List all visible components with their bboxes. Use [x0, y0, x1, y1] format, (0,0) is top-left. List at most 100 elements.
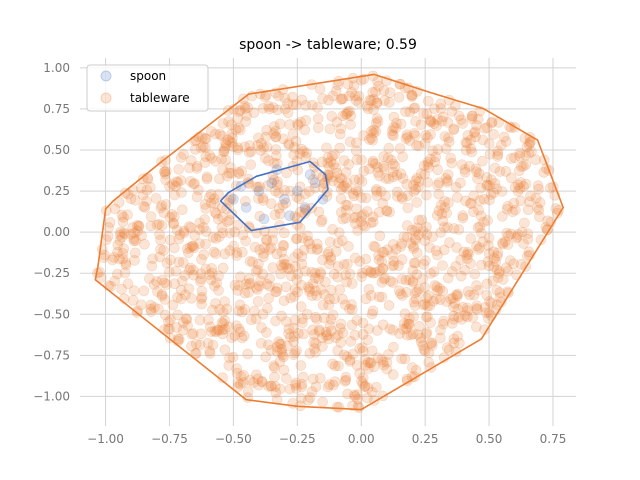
tableware-point — [327, 358, 338, 370]
tableware-point — [248, 377, 259, 388]
tableware-point — [439, 244, 450, 256]
tableware-point — [424, 242, 436, 253]
tableware-point — [432, 114, 443, 125]
tableware-point — [368, 124, 380, 136]
tableware-point — [378, 273, 390, 285]
tableware-point — [125, 228, 137, 240]
tableware-point — [413, 320, 425, 332]
tableware-point — [156, 200, 168, 211]
tableware-point — [133, 220, 145, 232]
tableware-point — [334, 128, 346, 140]
tableware-point — [500, 136, 512, 147]
tableware-point — [306, 267, 317, 278]
tableware-point — [422, 132, 433, 143]
tableware-point — [184, 162, 195, 174]
tableware-point — [344, 105, 356, 117]
tableware-point — [331, 116, 343, 128]
tableware-point — [327, 175, 338, 187]
tableware-point — [369, 241, 381, 253]
tableware-point — [271, 248, 283, 260]
tableware-point — [196, 293, 207, 305]
tableware-point — [235, 371, 247, 382]
tableware-point — [353, 174, 365, 185]
tableware-point — [349, 391, 361, 402]
tableware-point — [195, 268, 207, 280]
tableware-point — [120, 259, 132, 271]
tableware-point — [325, 251, 336, 263]
tableware-point — [404, 274, 415, 286]
tableware-point — [326, 111, 338, 122]
tableware-point — [348, 212, 359, 224]
tableware-point — [497, 237, 508, 249]
tableware-point — [402, 190, 414, 201]
tableware-point — [383, 300, 395, 311]
tableware-point — [309, 267, 321, 279]
tableware-point — [523, 139, 535, 150]
tableware-point — [265, 198, 277, 210]
tableware-point — [187, 328, 199, 339]
tableware-point — [196, 285, 208, 297]
tableware-point — [195, 328, 207, 340]
tableware-point — [184, 264, 195, 276]
tableware-point — [238, 370, 249, 381]
tableware-point — [243, 221, 255, 232]
tableware-point — [252, 182, 264, 193]
tableware-point — [260, 131, 272, 143]
tableware-point — [344, 354, 356, 366]
tableware-point — [376, 277, 388, 288]
tableware-point — [407, 265, 419, 276]
tableware-point — [322, 249, 334, 260]
tableware-point — [274, 383, 286, 395]
tableware-point — [431, 293, 442, 305]
tableware-point — [340, 299, 351, 311]
tableware-point — [285, 331, 296, 343]
tableware-point — [200, 226, 212, 237]
tableware-point — [210, 128, 221, 140]
tableware-point — [425, 116, 437, 127]
tableware-point — [327, 309, 339, 321]
tableware-point — [441, 342, 453, 353]
tableware-point — [269, 209, 281, 221]
tableware-point — [330, 246, 342, 257]
x-tick-label: 0.00 — [348, 432, 375, 446]
tableware-point — [391, 170, 403, 181]
tableware-point — [163, 316, 174, 328]
tableware-point — [153, 303, 164, 315]
tableware-point — [377, 198, 389, 209]
tableware-point — [270, 381, 281, 392]
tableware-point — [265, 380, 277, 392]
tableware-point — [372, 352, 384, 364]
tableware-point — [365, 217, 377, 229]
tableware-point — [200, 151, 212, 162]
tableware-point — [351, 137, 362, 149]
tableware-point — [443, 197, 454, 209]
tableware-point — [194, 224, 205, 235]
tableware-point — [371, 97, 383, 108]
tableware-point — [196, 254, 207, 265]
tableware-point — [396, 238, 407, 249]
tableware-point — [506, 172, 517, 184]
tableware-point — [350, 95, 362, 106]
tableware-point — [269, 362, 280, 373]
tableware-point — [114, 229, 126, 240]
tableware-point — [239, 100, 250, 112]
tableware-point — [345, 119, 356, 130]
spoon-point — [258, 213, 270, 225]
tableware-point — [411, 286, 423, 297]
tableware-point — [460, 137, 472, 148]
tableware-point — [289, 261, 301, 272]
tableware-point — [443, 132, 454, 144]
y-tick-label: −0.75 — [33, 348, 70, 362]
tableware-point — [511, 269, 522, 281]
tableware-point — [422, 311, 433, 323]
tableware-point — [228, 141, 239, 153]
tableware-point — [340, 167, 352, 178]
tableware-point — [118, 212, 129, 223]
tableware-point — [122, 209, 133, 221]
tableware-point — [253, 258, 264, 270]
tableware-point — [323, 94, 334, 106]
tableware-point — [118, 243, 130, 255]
tableware-point — [482, 179, 493, 191]
tableware-point — [299, 265, 311, 277]
tableware-point — [350, 184, 362, 196]
